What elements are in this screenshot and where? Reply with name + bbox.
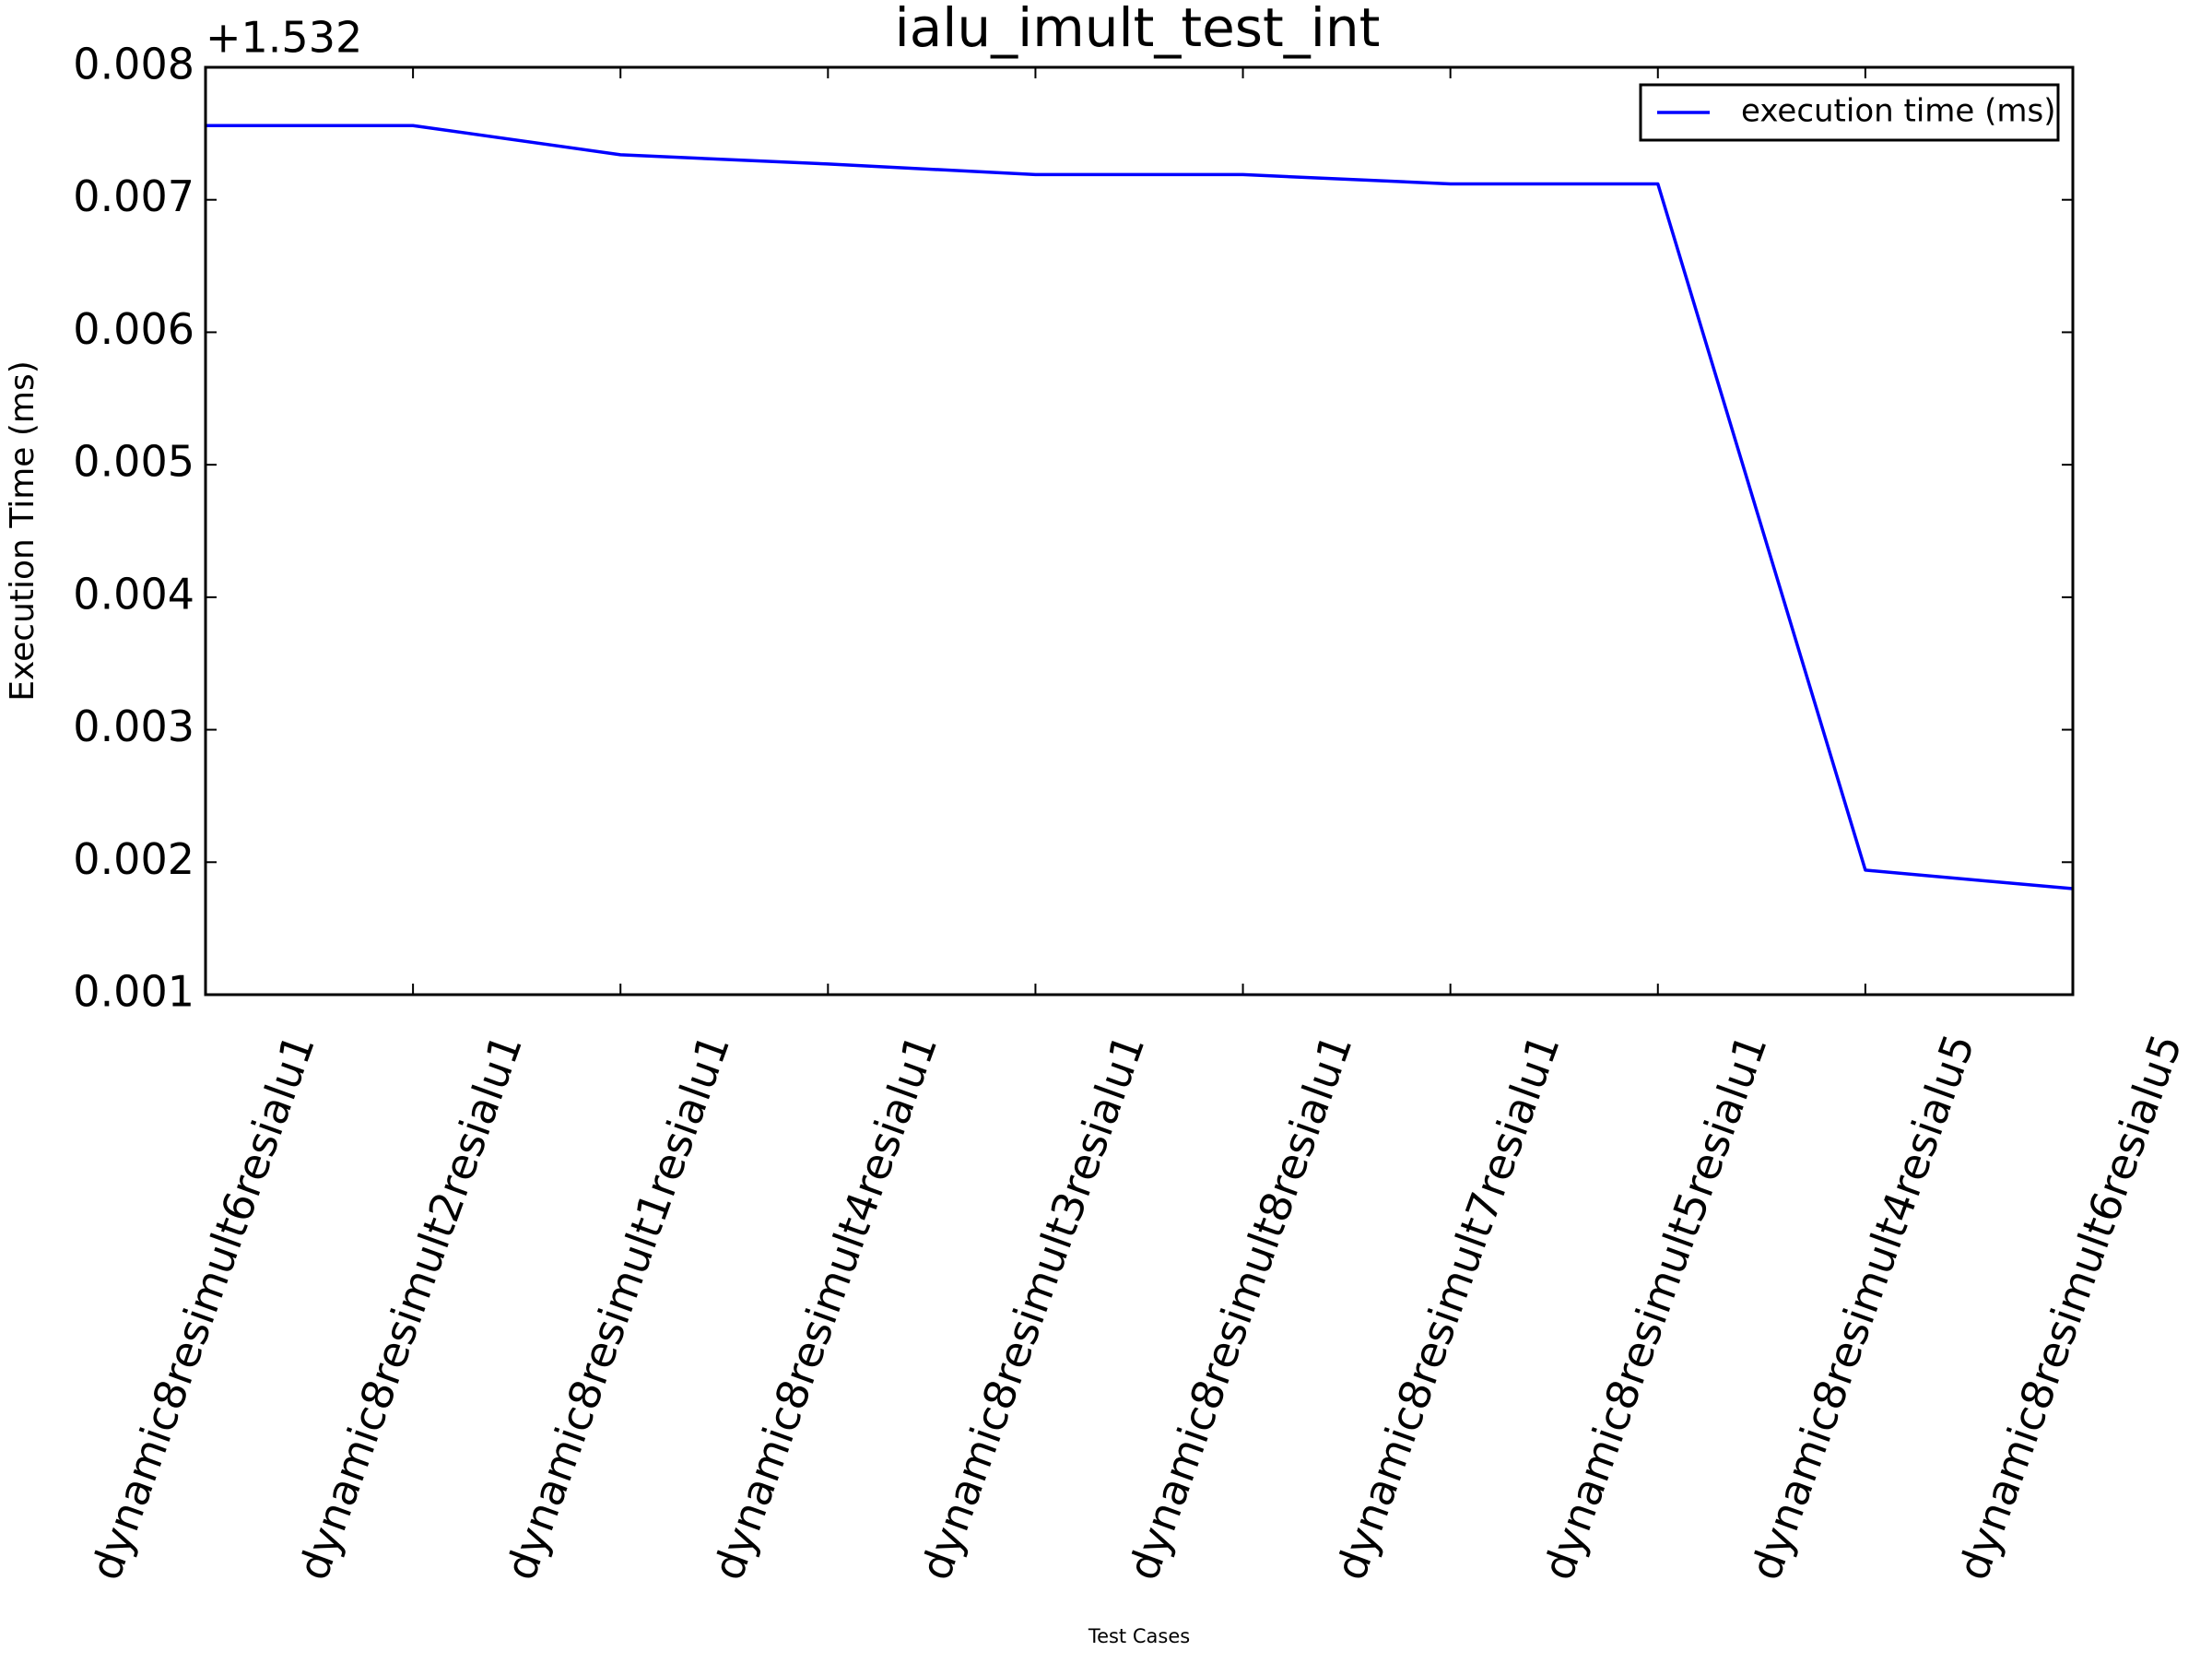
y-offset-text: +1.532 [206, 13, 362, 63]
legend-label: execution time (ms) [1741, 93, 2055, 130]
y-tick-label: 0.002 [73, 834, 194, 884]
y-tick-label: 0.008 [73, 40, 194, 89]
y-tick-label: 0.003 [73, 702, 194, 751]
x-axis-label: Test Cases [1088, 1625, 1190, 1647]
y-tick-label: 0.006 [73, 304, 194, 354]
y-tick-label: 0.004 [73, 569, 194, 619]
y-tick-label: 0.001 [73, 967, 194, 1017]
legend-box [1639, 83, 2060, 142]
y-tick-label: 0.007 [73, 171, 194, 221]
chart-title: ialu_imult_test_int [895, 0, 1381, 59]
legend: execution time (ms) [1639, 83, 2060, 142]
y-axis-label: Execution Time (ms) [4, 360, 41, 702]
plot-frame [204, 65, 2075, 997]
y-tick-label: 0.005 [73, 437, 194, 487]
data-line [206, 124, 2074, 890]
